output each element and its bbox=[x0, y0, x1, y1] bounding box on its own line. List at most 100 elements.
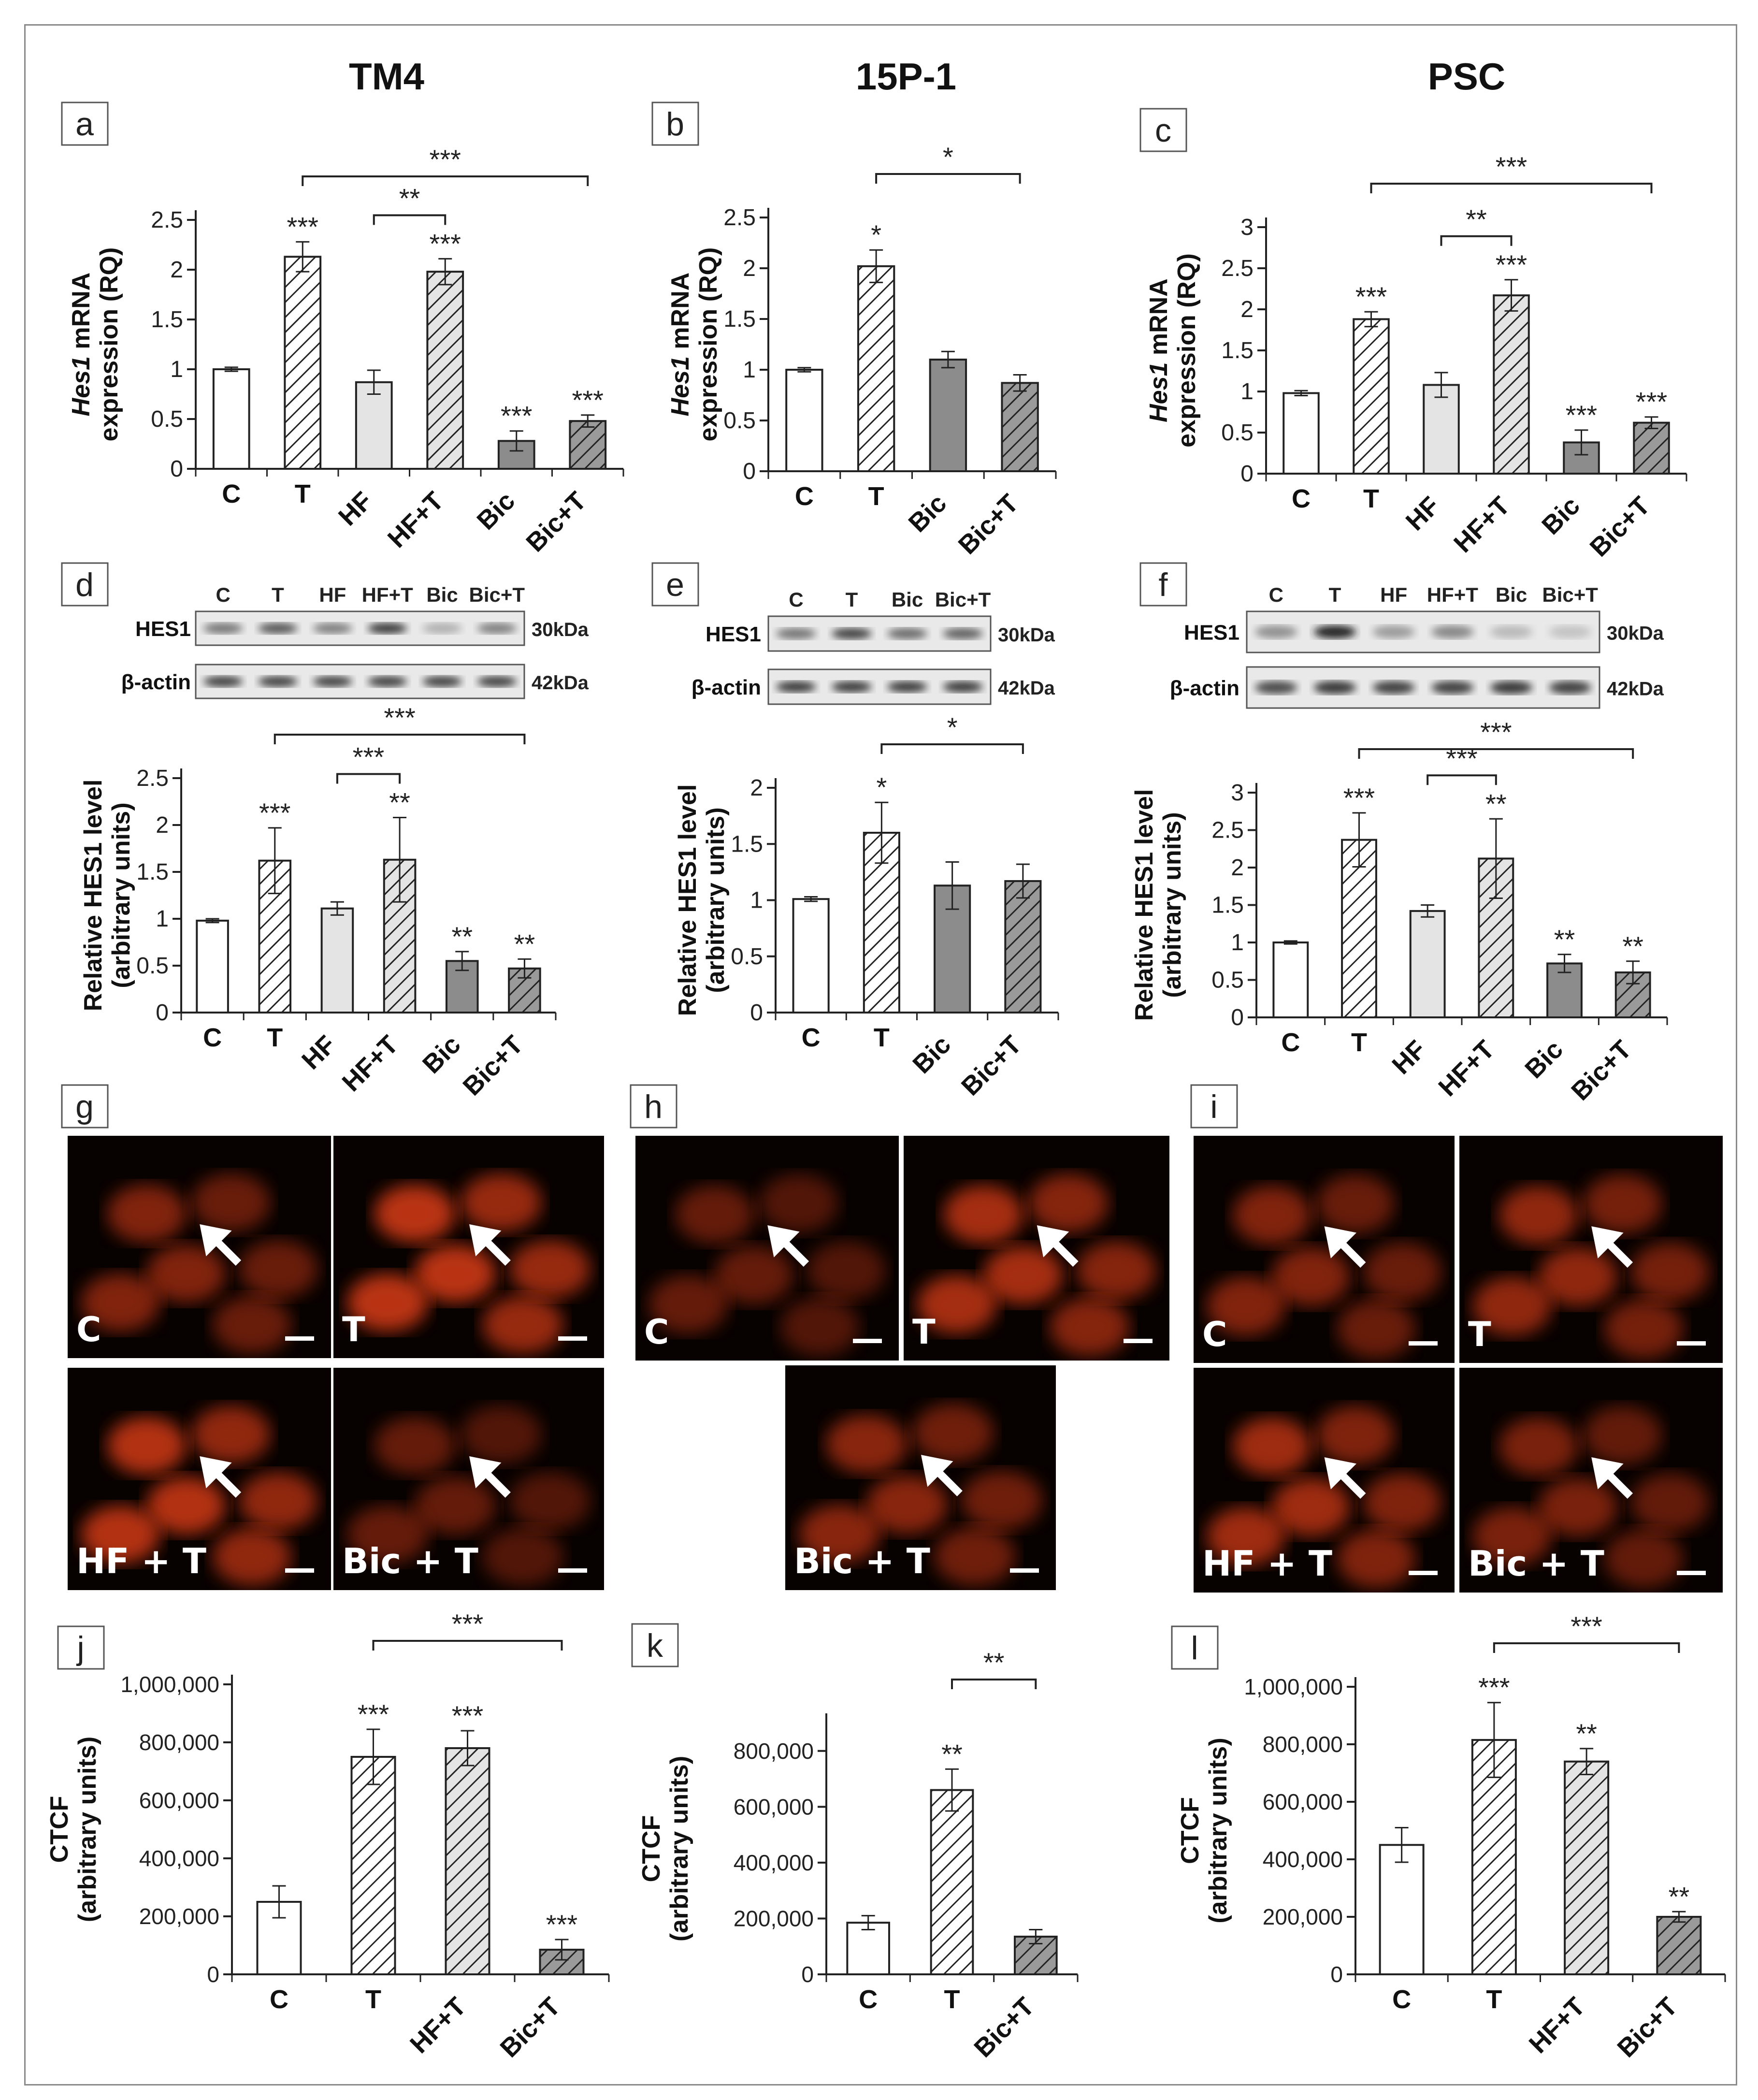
chart-d: 0 0.5 1 1.5 2 2.5 C *** T HF ** HF+T ** Bic ** Bic+T ***… bbox=[79, 702, 557, 1101]
bar bbox=[929, 359, 967, 472]
scale-bar bbox=[1409, 1571, 1438, 1575]
category-label: HF bbox=[296, 1030, 341, 1075]
micrograph-condition-label: T bbox=[912, 1312, 936, 1352]
chart-j: 0 200,000 400,000 600,000 800,000 1,000,000 C *… bbox=[45, 1608, 610, 2063]
category-label: Bic+T bbox=[968, 1992, 1039, 2063]
y-tick-label: 2 bbox=[1240, 297, 1254, 322]
panel-letter: k bbox=[647, 1627, 663, 1664]
cell-blob bbox=[1337, 1529, 1415, 1588]
panel-letter: b bbox=[666, 106, 684, 143]
y-tick-label: 0 bbox=[743, 459, 756, 484]
y-axis-label-text: Relative HES1 level bbox=[674, 784, 702, 1016]
bar bbox=[1272, 941, 1309, 1018]
micrograph-g-tile: HF + T bbox=[68, 1368, 331, 1590]
micrograph-condition-label: C bbox=[644, 1312, 669, 1352]
bracket-label: *** bbox=[353, 741, 384, 772]
cell-blob bbox=[1499, 1417, 1578, 1476]
y-tick-label: 2.5 bbox=[1211, 818, 1244, 843]
cell-blob bbox=[675, 1185, 754, 1244]
cell-blob bbox=[1604, 1529, 1684, 1588]
panel-letter-box bbox=[651, 101, 699, 146]
arrow-icon bbox=[469, 1224, 511, 1266]
y-tick-label: 1.5 bbox=[1221, 338, 1254, 363]
y-tick-label: 200,000 bbox=[1263, 1904, 1343, 1929]
category-label: C bbox=[802, 1023, 821, 1052]
cell-blob bbox=[807, 1241, 886, 1300]
panel-letter-box bbox=[630, 1084, 677, 1129]
cell-blob bbox=[1233, 1186, 1311, 1245]
blot-band bbox=[887, 681, 927, 693]
cell-blob bbox=[912, 1404, 994, 1462]
significance-bracket bbox=[336, 773, 401, 784]
significance-star: *** bbox=[572, 385, 604, 415]
category-label: T bbox=[944, 1985, 960, 2014]
scale-bar bbox=[285, 1568, 314, 1573]
cell-blob bbox=[239, 1472, 318, 1530]
cell-blob bbox=[1337, 1299, 1415, 1359]
blot-band bbox=[1255, 625, 1297, 639]
category-label: Bic bbox=[907, 1030, 956, 1079]
cell-blob bbox=[1538, 1247, 1617, 1306]
category-label: T bbox=[868, 482, 884, 511]
lane-label: Bic+T bbox=[935, 588, 991, 611]
category-label: HF bbox=[1400, 491, 1445, 536]
significance-star: ** bbox=[941, 1738, 963, 1769]
category-label: Bic+T bbox=[953, 489, 1024, 560]
blot-strip bbox=[195, 610, 525, 646]
column-title: PSC bbox=[1428, 55, 1505, 98]
blot-band bbox=[1490, 681, 1533, 695]
y-tick-label: 2 bbox=[750, 775, 763, 801]
y-tick-label: 0.5 bbox=[1211, 968, 1244, 993]
micrograph-i-tile: T bbox=[1459, 1136, 1723, 1363]
cell-blob bbox=[374, 1417, 455, 1475]
blot-size-label: 42kDa bbox=[532, 672, 589, 694]
significance-star: *** bbox=[501, 401, 532, 431]
significance-star: ** bbox=[1669, 1881, 1690, 1912]
blot-band bbox=[203, 676, 243, 687]
arrow-icon bbox=[1037, 1225, 1079, 1267]
panel-letter: g bbox=[75, 1088, 94, 1125]
blot-row-label: HES1 bbox=[1184, 621, 1239, 645]
cell-blob bbox=[1499, 1186, 1578, 1245]
y-axis-label-text: Relative HES1 level bbox=[79, 780, 107, 1012]
y-axis-label-line2: expression (RQ) bbox=[95, 247, 123, 442]
category-label: C bbox=[859, 1985, 878, 2014]
chart-a: 0 0.5 1 1.5 2 2.5 C *** T HF *** HF+T *** Bic *** Bic+T… bbox=[67, 144, 624, 558]
significance-star: *** bbox=[1566, 400, 1597, 430]
y-tick-label: 800,000 bbox=[139, 1730, 219, 1755]
category-label: C bbox=[222, 479, 241, 508]
cell-blob bbox=[1207, 1507, 1285, 1566]
blot-f: C T HF HF+T Bic Bic+T HES1 30kDa β-actin 42kDa bbox=[1170, 583, 1664, 709]
y-tick-label: 1,000,000 bbox=[1244, 1674, 1343, 1699]
lane-label: C bbox=[789, 588, 803, 611]
category-label: C bbox=[270, 1985, 288, 2014]
arrow-icon bbox=[1324, 1457, 1366, 1499]
bar bbox=[930, 1789, 974, 1976]
arrow-icon bbox=[921, 1455, 963, 1496]
micrograph-condition-label: T bbox=[1468, 1315, 1491, 1354]
bracket-label: *** bbox=[1480, 717, 1512, 747]
micrograph-image bbox=[81, 1173, 318, 1354]
micrograph-condition-label: Bic + T bbox=[794, 1541, 930, 1581]
blot-row-label: HES1 bbox=[706, 623, 761, 646]
blot-band bbox=[1255, 681, 1297, 695]
blot-band bbox=[367, 676, 407, 687]
significance-star: *** bbox=[287, 211, 318, 242]
blot-band bbox=[258, 676, 298, 687]
significance-bracket bbox=[880, 743, 1024, 754]
bracket-label: *** bbox=[452, 1608, 483, 1639]
micrograph-image bbox=[347, 1405, 591, 1586]
cell-blob bbox=[648, 1275, 728, 1334]
cell-blob bbox=[866, 1475, 948, 1534]
category-label: T bbox=[365, 1985, 381, 2014]
y-tick-label: 1 bbox=[743, 357, 756, 383]
arrow-icon bbox=[767, 1225, 809, 1267]
micrograph-condition-label: Bic + T bbox=[342, 1541, 478, 1581]
significance-bracket bbox=[1440, 235, 1513, 246]
cell-blob bbox=[146, 1245, 226, 1303]
lane-label: T bbox=[1329, 583, 1341, 606]
y-axis-label-italic: Hes1 bbox=[1145, 362, 1173, 422]
bracket-label: *** bbox=[1446, 743, 1477, 773]
lane-label: C bbox=[1269, 583, 1283, 606]
arrow-icon bbox=[469, 1456, 511, 1498]
